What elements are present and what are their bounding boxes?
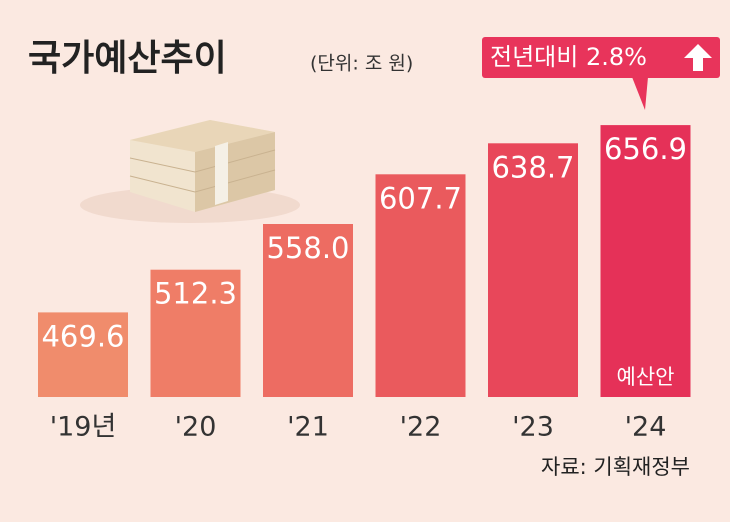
value-label: 558.0 [266,231,349,265]
up-arrow [684,44,712,71]
bar [150,269,241,397]
chart-subtitle: (단위: 조 원) [310,53,413,75]
x-tick-label: '24 [625,412,667,443]
x-tick-label: '19년 [50,412,117,443]
value-label: 656.9 [604,132,687,166]
x-tick-label: '21 [287,412,329,443]
callout-box [482,37,720,78]
value-label: 469.6 [41,319,124,353]
bar [263,224,353,397]
value-label: 512.3 [154,277,237,311]
chart-title: 국가예산추이 [28,38,227,79]
x-tick-label: '20 [175,412,217,443]
x-tick-label: '23 [512,412,554,443]
bar [488,143,578,397]
bar-note: 예산안 [617,365,675,389]
bar [375,174,466,397]
source: 자료: 기획재정부 [541,455,690,479]
money-illustration [80,120,300,223]
value-label: 638.7 [491,150,574,184]
callout-text: 전년대비 2.8% [490,43,647,71]
x-tick-label: '22 [400,412,442,443]
bar [600,125,691,397]
callout: 전년대비 2.8% [482,37,720,110]
value-label: 607.7 [379,181,462,215]
callout-pointer [632,77,648,110]
bar [38,312,128,397]
